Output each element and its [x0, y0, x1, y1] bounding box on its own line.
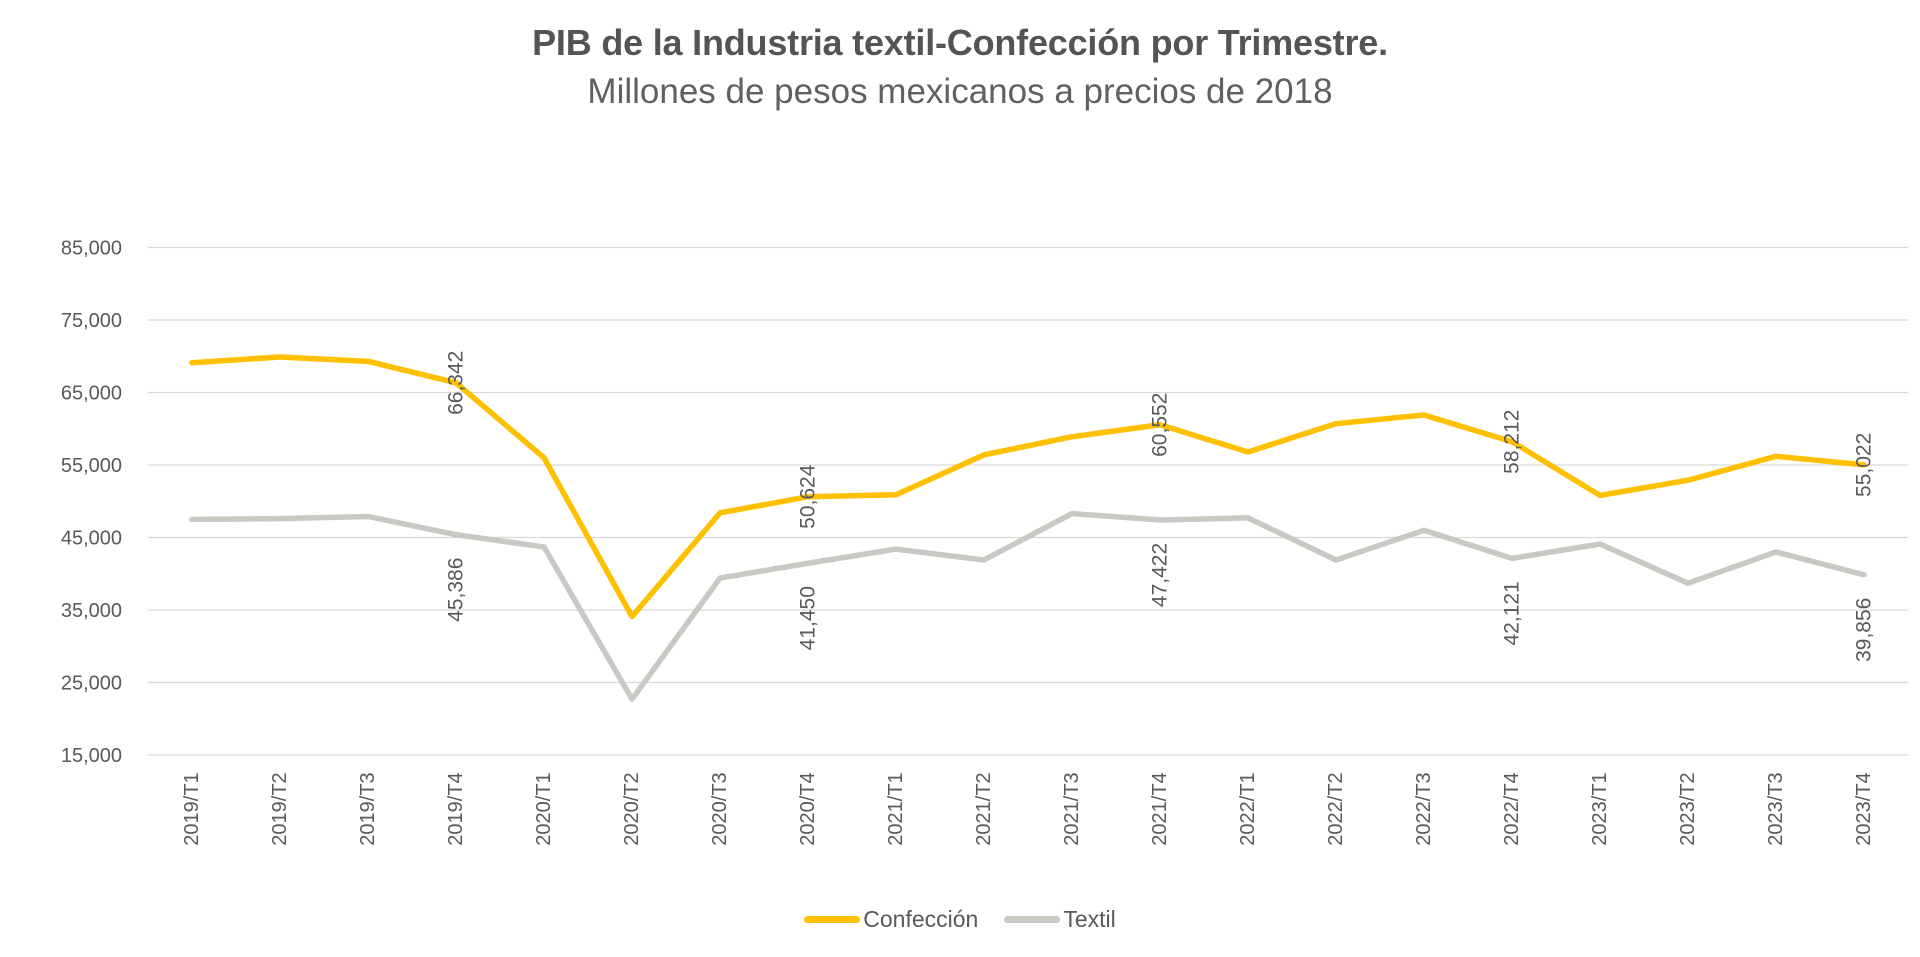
x-axis-tick-label: 2019/T1 [181, 772, 203, 845]
x-axis-tick-label: 2023/T4 [1853, 772, 1875, 845]
series-line-confeccion [189, 354, 1867, 620]
data-label: 39,856 [1853, 598, 1876, 662]
x-axis-tick-label: 2019/T4 [445, 772, 467, 845]
x-axis-tick-label: 2020/T4 [797, 772, 819, 845]
x-axis-tick-label: 2022/T4 [1501, 772, 1523, 845]
legend-item-textil: Textil [1004, 905, 1116, 933]
x-axis-tick-label: 2020/T2 [621, 772, 643, 845]
y-axis-tick-label: 45,000 [61, 528, 122, 550]
data-label: 42,121 [1501, 581, 1524, 645]
x-axis-tick-label: 2021/T4 [1149, 772, 1171, 845]
y-axis-tick-label: 65,000 [61, 383, 122, 405]
data-label: 50,624 [797, 464, 820, 529]
y-axis-tick-label: 25,000 [61, 673, 122, 695]
x-axis-tick-label: 2021/T2 [973, 772, 995, 845]
x-axis-tick-label: 2019/T3 [357, 772, 379, 845]
y-axis-labels: 85,000 75,000 65,000 55,000 45,000 35,000 25,0… [61, 238, 122, 768]
x-axis-tick-label: 2023/T3 [1765, 772, 1787, 845]
gridlines [148, 246, 1908, 756]
data-label: 66,342 [445, 351, 468, 415]
data-label: 47,422 [1149, 543, 1172, 607]
x-axis-tick-label: 2023/T2 [1677, 772, 1699, 845]
data-label: 55,022 [1853, 433, 1876, 497]
legend-label-textil: Textil [1063, 905, 1116, 932]
data-label: 45,386 [445, 558, 468, 622]
y-axis-tick-label: 35,000 [61, 600, 122, 622]
x-axis-tick-label: 2023/T1 [1589, 772, 1611, 845]
data-labels: 66,342 50,624 60,552 58,212 55,022 45,386 41,4… [445, 351, 1876, 662]
legend-item-confeccion: Confección [804, 906, 978, 933]
legend-label-confeccion: Confección [863, 905, 979, 932]
x-axis-tick-label: 2022/T3 [1413, 772, 1435, 845]
x-axis-tick-label: 2020/T1 [533, 772, 555, 845]
data-label: 41,450 [797, 586, 820, 650]
chart-title: PIB de la Industria textil-Confección po… [532, 22, 1388, 63]
x-axis-tick-label: 2021/T3 [1061, 772, 1083, 845]
x-axis-tick-label: 2022/T2 [1325, 772, 1347, 845]
y-axis-tick-label: 85,000 [61, 238, 122, 260]
data-label: 60,552 [1149, 393, 1172, 457]
data-label: 58,212 [1501, 410, 1524, 474]
x-axis-tick-label: 2019/T2 [269, 772, 291, 845]
y-axis-tick-label: 15,000 [61, 745, 122, 767]
x-axis-tick-label: 2022/T1 [1237, 772, 1259, 845]
textil-line-swatch-icon [1004, 915, 1061, 923]
y-axis-tick-label: 75,000 [61, 310, 122, 332]
series-line-textil [189, 510, 1867, 702]
chart-legend: Confección Textil [0, 902, 1920, 936]
x-axis-labels: 2019/T1 2019/T2 2019/T3 2019/T4 2020/T1 2020/… [181, 772, 1875, 845]
x-axis-tick-label: 2020/T3 [709, 772, 731, 845]
confeccion-line-swatch-icon [804, 915, 861, 923]
y-axis-tick-label: 55,000 [61, 455, 122, 477]
x-axis-tick-label: 2021/T1 [885, 772, 907, 845]
chart-subtitle: Millones de pesos mexicanos a precios de… [587, 72, 1333, 111]
